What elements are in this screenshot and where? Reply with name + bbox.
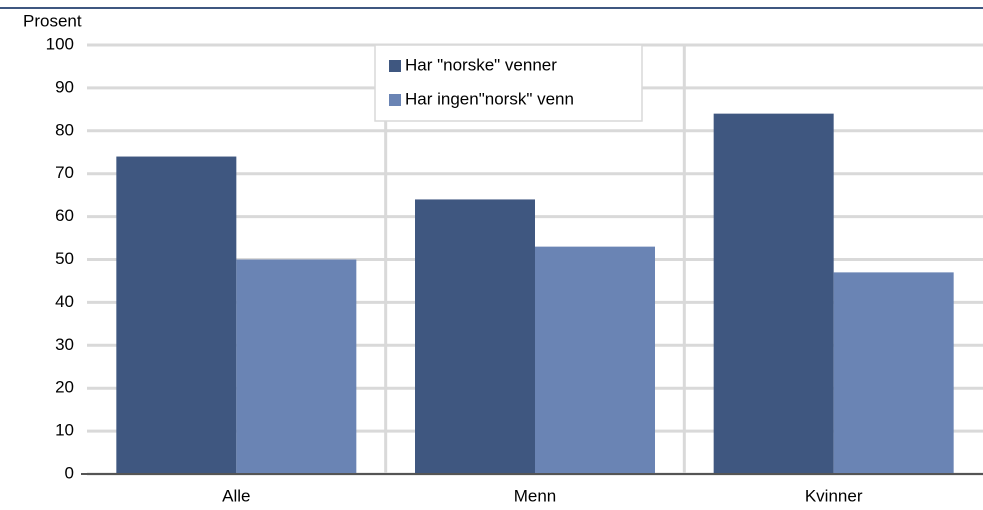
- y-tick-label: 50: [55, 249, 74, 268]
- bar: [833, 272, 954, 474]
- bar: [236, 259, 357, 474]
- y-axis-label: Prosent: [23, 11, 82, 30]
- y-tick-label: 80: [55, 120, 74, 139]
- y-tick-label: 100: [46, 34, 74, 53]
- bar: [415, 199, 535, 474]
- legend-box: [374, 44, 643, 122]
- y-tick-label: 20: [55, 378, 74, 397]
- y-tick-label: 10: [55, 421, 74, 440]
- y-tick-label: 70: [55, 163, 74, 182]
- bar: [116, 156, 237, 475]
- bar: [535, 246, 655, 474]
- legend-label: Har ingen"norsk" venn: [405, 89, 574, 108]
- y-tick-label: 60: [55, 206, 74, 225]
- x-tick-label: Menn: [514, 486, 557, 505]
- legend-swatch: [389, 60, 401, 72]
- legend-swatch: [389, 94, 401, 106]
- x-tick-label: Alle: [222, 486, 250, 505]
- x-tick-label: Kvinner: [805, 486, 863, 505]
- y-tick-label: 30: [55, 335, 74, 354]
- y-tick-label: 0: [65, 463, 74, 482]
- legend-label: Har "norske" venner: [405, 55, 557, 74]
- bar: [713, 113, 834, 474]
- y-tick-label: 90: [55, 77, 74, 96]
- y-tick-label: 40: [55, 292, 74, 311]
